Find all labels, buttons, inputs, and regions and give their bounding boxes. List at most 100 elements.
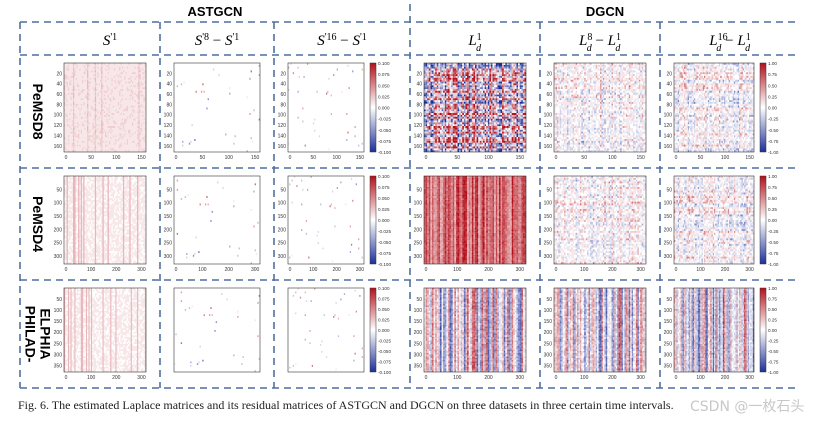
heatmap-panel-r1-c5: 50 100 150 200 250 300 0 100 200 300 1.00 0.75 0.50 0…: [664, 174, 779, 273]
svg-text:PeMSD8: PeMSD8: [30, 83, 46, 139]
colorbar-tick-label: -0.025: [378, 229, 391, 234]
group-header-0: ASTGCN: [188, 4, 243, 19]
x-tick-label: 200: [332, 267, 341, 273]
svg-text:PHILAD-: PHILAD-: [23, 306, 39, 363]
y-tick-label: 100: [664, 113, 673, 119]
heatmap-panel-r1-c3: 50 100 150 200 250 300 0 100 200 300: [414, 175, 527, 273]
y-tick-label: 160: [54, 144, 63, 150]
column-label-3: L1 d: [467, 32, 482, 54]
y-tick-label: 120: [544, 123, 553, 129]
y-tick-label: 60: [416, 92, 422, 98]
colorbar-tick-label: 0.75: [768, 297, 777, 302]
y-tick-label: 40: [416, 82, 422, 88]
y-tick-label: 50: [416, 187, 422, 193]
y-tick-label: 300: [414, 254, 423, 260]
y-tick-label: 50: [280, 187, 286, 193]
y-tick-label: 120: [164, 123, 173, 129]
x-tick-label: 0: [65, 375, 68, 381]
y-tick-label: 150: [278, 214, 287, 220]
x-tick-label: 100: [87, 375, 96, 381]
y-tick-label: 50: [56, 187, 62, 193]
y-tick-label: 100: [54, 201, 63, 207]
y-tick-label: 20: [56, 71, 62, 77]
x-tick-label: 300: [745, 267, 754, 273]
heatmap-panel-r2-c1: [173, 287, 261, 373]
x-tick-label: 100: [580, 267, 589, 273]
x-tick-label: 0: [425, 155, 428, 161]
colorbar-tick-label: 1.00: [768, 61, 777, 66]
colorbar-tick-label: -1.00: [768, 370, 779, 375]
y-tick-label: 60: [280, 92, 286, 98]
x-tick-label: 50: [581, 155, 587, 161]
y-tick-label: 150: [164, 214, 173, 220]
y-tick-label: 20: [416, 71, 422, 77]
y-tick-label: 120: [664, 123, 673, 129]
colorbar-tick-label: 0.75: [768, 185, 777, 190]
colorbar-tick-label: -0.50: [768, 240, 779, 245]
x-tick-label: 0: [675, 155, 678, 161]
x-tick-label: 200: [721, 267, 730, 273]
y-tick-label: 40: [280, 82, 286, 88]
x-tick-label: 0: [175, 155, 178, 161]
colorbar-tick-label: 0.000: [378, 218, 390, 223]
panel-frame: [553, 62, 647, 153]
y-tick-label: 20: [666, 71, 672, 77]
y-tick-label: 200: [278, 227, 287, 233]
y-tick-label: 250: [414, 341, 423, 347]
x-tick-label: 200: [608, 267, 617, 273]
y-tick-label: 140: [54, 133, 63, 139]
colorbar-tick-label: -0.025: [378, 117, 391, 122]
svg-text:ELPHIA: ELPHIA: [38, 308, 54, 359]
y-tick-label: 350: [664, 363, 673, 369]
x-tick-label: 0: [289, 155, 292, 161]
colorbar-tick-label: -0.075: [378, 139, 391, 144]
colorbar-tick-label: -0.75: [768, 251, 779, 256]
column-label-2: S'16 − S'1: [317, 32, 367, 50]
y-tick-label: 150: [54, 214, 63, 220]
panel-frame: [553, 175, 647, 265]
colorbar-tick-label: -0.25: [768, 117, 779, 122]
y-tick-label: 100: [414, 201, 423, 207]
colorbar-tick-label: -0.075: [378, 360, 391, 365]
x-tick-label: 0: [65, 267, 68, 273]
y-tick-label: 200: [414, 227, 423, 233]
x-tick-label: 200: [112, 267, 121, 273]
colorbar-tick-label: 0.025: [378, 94, 390, 99]
y-tick-label: 100: [164, 201, 173, 207]
y-tick-label: 80: [56, 102, 62, 108]
x-tick-label: 150: [636, 155, 645, 161]
y-tick-label: 160: [164, 144, 173, 150]
y-tick-label: 20: [546, 71, 552, 77]
x-tick-label: 300: [636, 267, 645, 273]
heatmap-panel-r1-c4: 50 100 150 200 250 300 0 100 200 300: [544, 175, 647, 273]
colorbar-tick-label: 0.50: [768, 83, 777, 88]
y-tick-label: 50: [166, 187, 172, 193]
column-label-1: S'8 − S'1: [195, 32, 240, 50]
y-tick-label: 100: [278, 113, 287, 119]
colorbar-tick-label: 0.000: [378, 106, 390, 111]
watermark-text: CSDN @一枚石头: [690, 399, 805, 415]
x-tick-label: 50: [200, 155, 206, 161]
panel-frame: [673, 175, 755, 265]
x-tick-label: 200: [484, 267, 493, 273]
x-tick-label: 50: [88, 155, 94, 161]
x-tick-label: 0: [65, 155, 68, 161]
y-tick-label: 250: [664, 241, 673, 247]
x-tick-label: 0: [175, 267, 178, 273]
y-tick-label: 80: [546, 102, 552, 108]
colorbar-tick-label: 0.75: [768, 72, 777, 77]
y-tick-label: 250: [544, 241, 553, 247]
x-tick-label: 200: [721, 375, 730, 381]
y-tick-label: 250: [414, 241, 423, 247]
y-tick-label: 120: [278, 123, 287, 129]
panel-frame: [173, 62, 261, 153]
x-tick-label: 300: [516, 375, 525, 381]
colorbar-tick-label: 0.00: [768, 106, 777, 111]
panel-frame: [423, 287, 527, 373]
colorbar-tick-label: 0.050: [378, 83, 390, 88]
x-tick-label: 300: [251, 267, 260, 273]
y-tick-label: 140: [664, 133, 673, 139]
